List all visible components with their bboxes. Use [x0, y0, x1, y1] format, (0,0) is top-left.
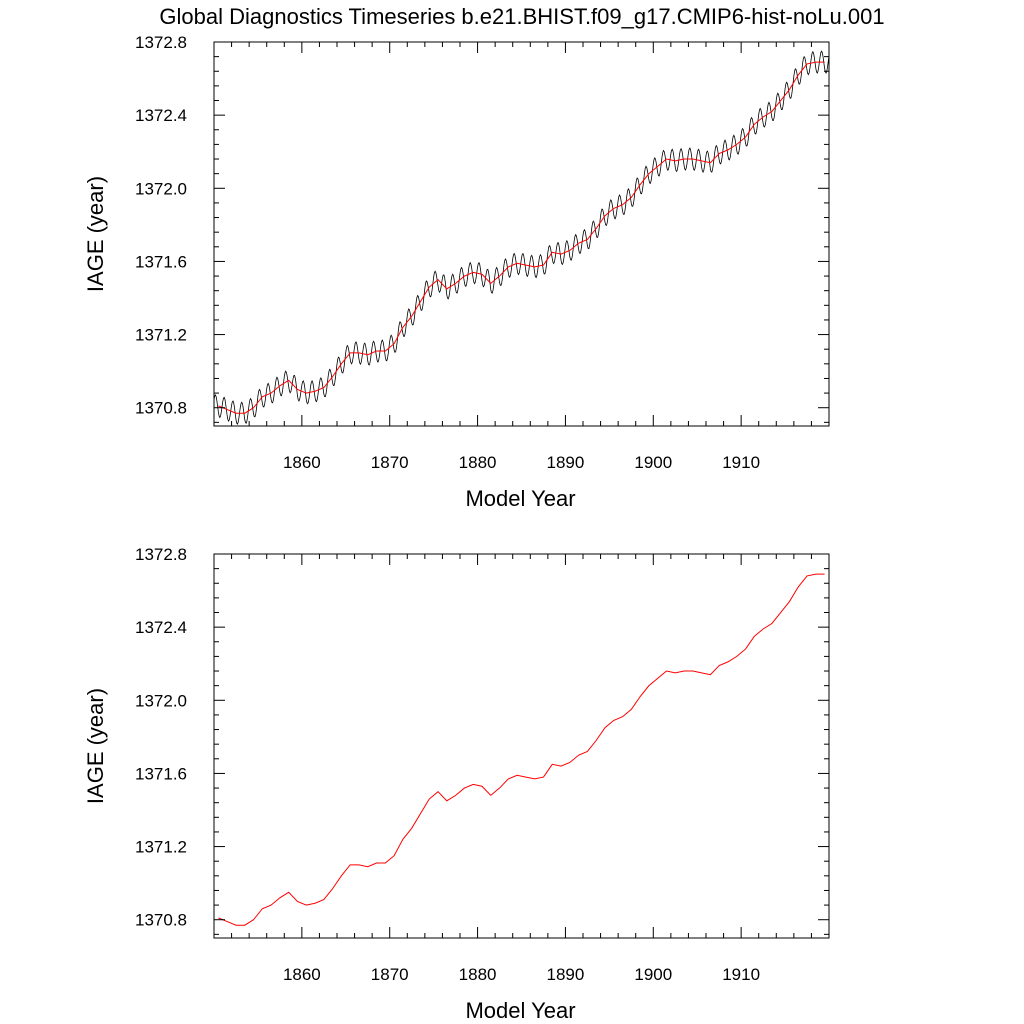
- y-tick-label: 1372.4: [135, 106, 187, 125]
- y-tick-label: 1372.8: [135, 33, 187, 52]
- annual-series-line: [218, 61, 825, 414]
- x-tick-label: 1880: [459, 965, 497, 984]
- x-tick-label: 1890: [547, 453, 585, 472]
- x-tick-label: 1870: [371, 965, 409, 984]
- y-tick-label: 1370.8: [135, 399, 187, 418]
- y-tick-label: 1372.0: [135, 179, 187, 198]
- x-tick-label: 1900: [634, 965, 672, 984]
- y-axis-label: IAGE (year): [83, 176, 108, 292]
- figure-title: Global Diagnostics Timeseries b.e21.BHIS…: [159, 4, 884, 29]
- x-axis-label: Model Year: [465, 998, 575, 1023]
- x-tick-label: 1910: [722, 453, 760, 472]
- monthly-series-line: [214, 50, 829, 425]
- y-tick-label: 1371.6: [135, 764, 187, 783]
- y-tick-label: 1371.2: [135, 326, 187, 345]
- y-tick-label: 1372.0: [135, 691, 187, 710]
- plot-frame: [213, 41, 830, 427]
- y-tick-label: 1370.8: [135, 911, 187, 930]
- x-tick-label: 1890: [547, 965, 585, 984]
- y-tick-label: 1372.8: [135, 545, 187, 564]
- x-tick-label: 1900: [634, 453, 672, 472]
- y-axis-label: IAGE (year): [83, 688, 108, 804]
- panel-1: 1860 1870 1880 1890 1900 1910 1370.8 1371.2 1371…: [83, 33, 830, 511]
- x-tick-label: 1860: [283, 965, 321, 984]
- x-axis-label: Model Year: [465, 486, 575, 511]
- y-tick-label: 1371.6: [135, 252, 187, 271]
- panel-2: 1860 1870 1880 1890 1900 1910 1370.8 1371.2 1371…: [83, 545, 830, 1023]
- y-tick-label: 1372.4: [135, 618, 187, 637]
- annual-series-line: [218, 573, 825, 926]
- x-tick-label: 1860: [283, 453, 321, 472]
- plot-frame: [213, 553, 830, 939]
- x-tick-label: 1880: [459, 453, 497, 472]
- x-tick-label: 1870: [371, 453, 409, 472]
- y-tick-label: 1371.2: [135, 838, 187, 857]
- x-tick-label: 1910: [722, 965, 760, 984]
